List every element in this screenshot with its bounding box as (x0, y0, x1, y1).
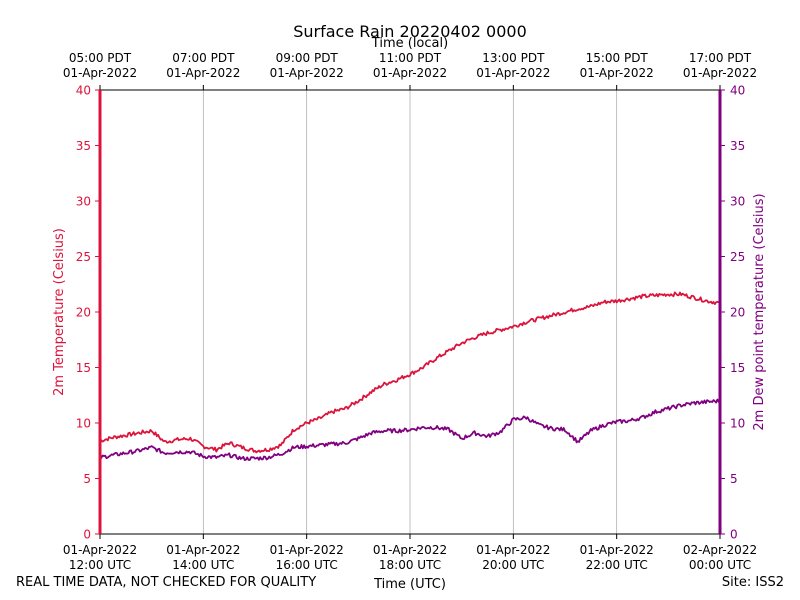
bottom-x-tick-label: 01-Apr-2022 (373, 543, 447, 557)
top-x-tick-label: 09:00 PDT (276, 51, 339, 65)
left-y-axis-label: 2m Temperature (Celsius) (52, 228, 67, 396)
left-y-ticks: 0 5 10 15 20 25 30 35 40 (76, 84, 100, 542)
right-y-axis-label: 2m Dew point temperature (Celsius) (752, 193, 767, 430)
bottom-x-tick-label: 14:00 UTC (172, 558, 234, 572)
bottom-x-tick-label: 16:00 UTC (276, 558, 338, 572)
left-y-tick-label: 15 (76, 361, 91, 375)
top-x-tick-label: 17:00 PDT (689, 51, 752, 65)
data-quality-disclaimer: REAL TIME DATA, NOT CHECKED FOR QUALITY (16, 575, 317, 590)
site-label: Site: ISS2 (721, 575, 784, 590)
top-x-tick-label: 01-Apr-2022 (580, 66, 654, 80)
right-y-tick-label: 0 (730, 528, 738, 542)
top-x-tick-label: 13:00 PDT (482, 51, 545, 65)
bottom-x-tick-label: 01-Apr-2022 (580, 543, 654, 557)
top-x-tick-label: 15:00 PDT (586, 51, 649, 65)
series-layer (99, 291, 721, 462)
top-x-tick-label: 11:00 PDT (379, 51, 442, 65)
top-x-tick-label: 01-Apr-2022 (166, 66, 240, 80)
top-x-tick-label: 05:00 PDT (69, 51, 132, 65)
right-y-tick-label: 20 (730, 306, 745, 320)
left-y-tick-label: 35 (76, 139, 91, 153)
top-x-axis-label: Time (local) (371, 36, 448, 51)
left-y-tick-label: 10 (76, 417, 91, 431)
right-y-tick-label: 35 (730, 139, 745, 153)
bottom-x-tick-label: 22:00 UTC (586, 558, 648, 572)
left-y-tick-label: 5 (83, 472, 91, 486)
top-x-tick-label: 01-Apr-2022 (683, 66, 757, 80)
bottom-x-tick-label: 18:00 UTC (379, 558, 441, 572)
bottom-x-tick-label: 01-Apr-2022 (63, 543, 137, 557)
series-line-2m-dew-point-temperature (99, 398, 721, 462)
right-y-tick-label: 25 (730, 250, 745, 264)
top-x-tick-label: 01-Apr-2022 (63, 66, 137, 80)
chart-title: Surface Rain 20220402 0000 (293, 22, 527, 41)
right-y-ticks: 0 5 10 15 20 25 30 35 40 (720, 84, 745, 542)
left-y-tick-label: 25 (76, 250, 91, 264)
top-x-tick-label: 01-Apr-2022 (476, 66, 550, 80)
left-y-tick-label: 40 (76, 84, 91, 98)
bottom-x-tick-label: 01-Apr-2022 (270, 543, 344, 557)
right-y-tick-label: 5 (730, 472, 738, 486)
bottom-x-tick-label: 01-Apr-2022 (166, 543, 240, 557)
left-y-tick-label: 30 (76, 195, 91, 209)
top-x-tick-label: 01-Apr-2022 (270, 66, 344, 80)
grid-lines (202, 90, 618, 534)
top-x-tick-label: 07:00 PDT (172, 51, 235, 65)
x-axis-label: Time (UTC) (373, 577, 446, 592)
bottom-x-tick-label: 12:00 UTC (69, 558, 131, 572)
bottom-x-tick-label: 02-Apr-2022 (683, 543, 757, 557)
right-y-tick-label: 10 (730, 417, 745, 431)
series-line-2m-temperature (99, 291, 721, 454)
bottom-x-tick-label: 01-Apr-2022 (476, 543, 550, 557)
right-y-tick-label: 30 (730, 195, 745, 209)
right-y-tick-label: 15 (730, 361, 745, 375)
left-y-tick-label: 0 (83, 528, 91, 542)
bottom-x-tick-label: 00:00 UTC (689, 558, 751, 572)
bottom-x-tick-label: 20:00 UTC (482, 558, 544, 572)
left-y-tick-label: 20 (76, 306, 91, 320)
top-x-tick-label: 01-Apr-2022 (373, 66, 447, 80)
right-y-tick-label: 40 (730, 84, 745, 98)
